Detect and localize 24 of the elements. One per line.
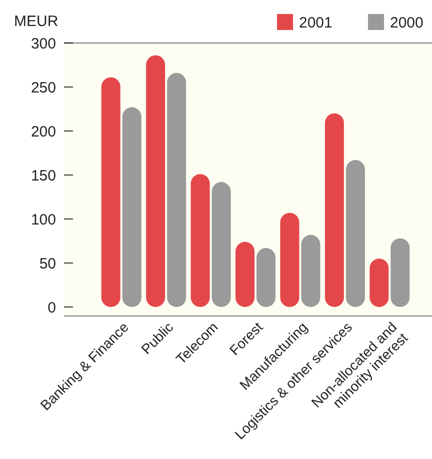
bar (167, 72, 186, 307)
y-tick-label: 300 (30, 35, 56, 52)
y-tick-label: 0 (48, 299, 56, 316)
legend-label: 2000 (390, 14, 424, 32)
y-tick-label: 150 (30, 167, 56, 184)
bar (190, 174, 210, 307)
bar (324, 113, 344, 307)
y-tick-label: 250 (30, 79, 56, 96)
bar (236, 242, 254, 307)
bar (370, 258, 389, 307)
bar (256, 248, 276, 307)
y-tick-label: 200 (30, 123, 56, 140)
bar (101, 77, 120, 307)
bar (212, 182, 231, 307)
bar (390, 238, 410, 307)
bar (346, 160, 365, 307)
y-axis-title: MEUR (14, 13, 58, 30)
legend-label: 2001 (299, 14, 332, 32)
bar (280, 212, 300, 307)
y-tick-label: 100 (30, 211, 56, 228)
bar (122, 107, 142, 307)
bar (301, 234, 320, 307)
bar (146, 55, 166, 307)
y-tick-label: 50 (39, 255, 56, 272)
